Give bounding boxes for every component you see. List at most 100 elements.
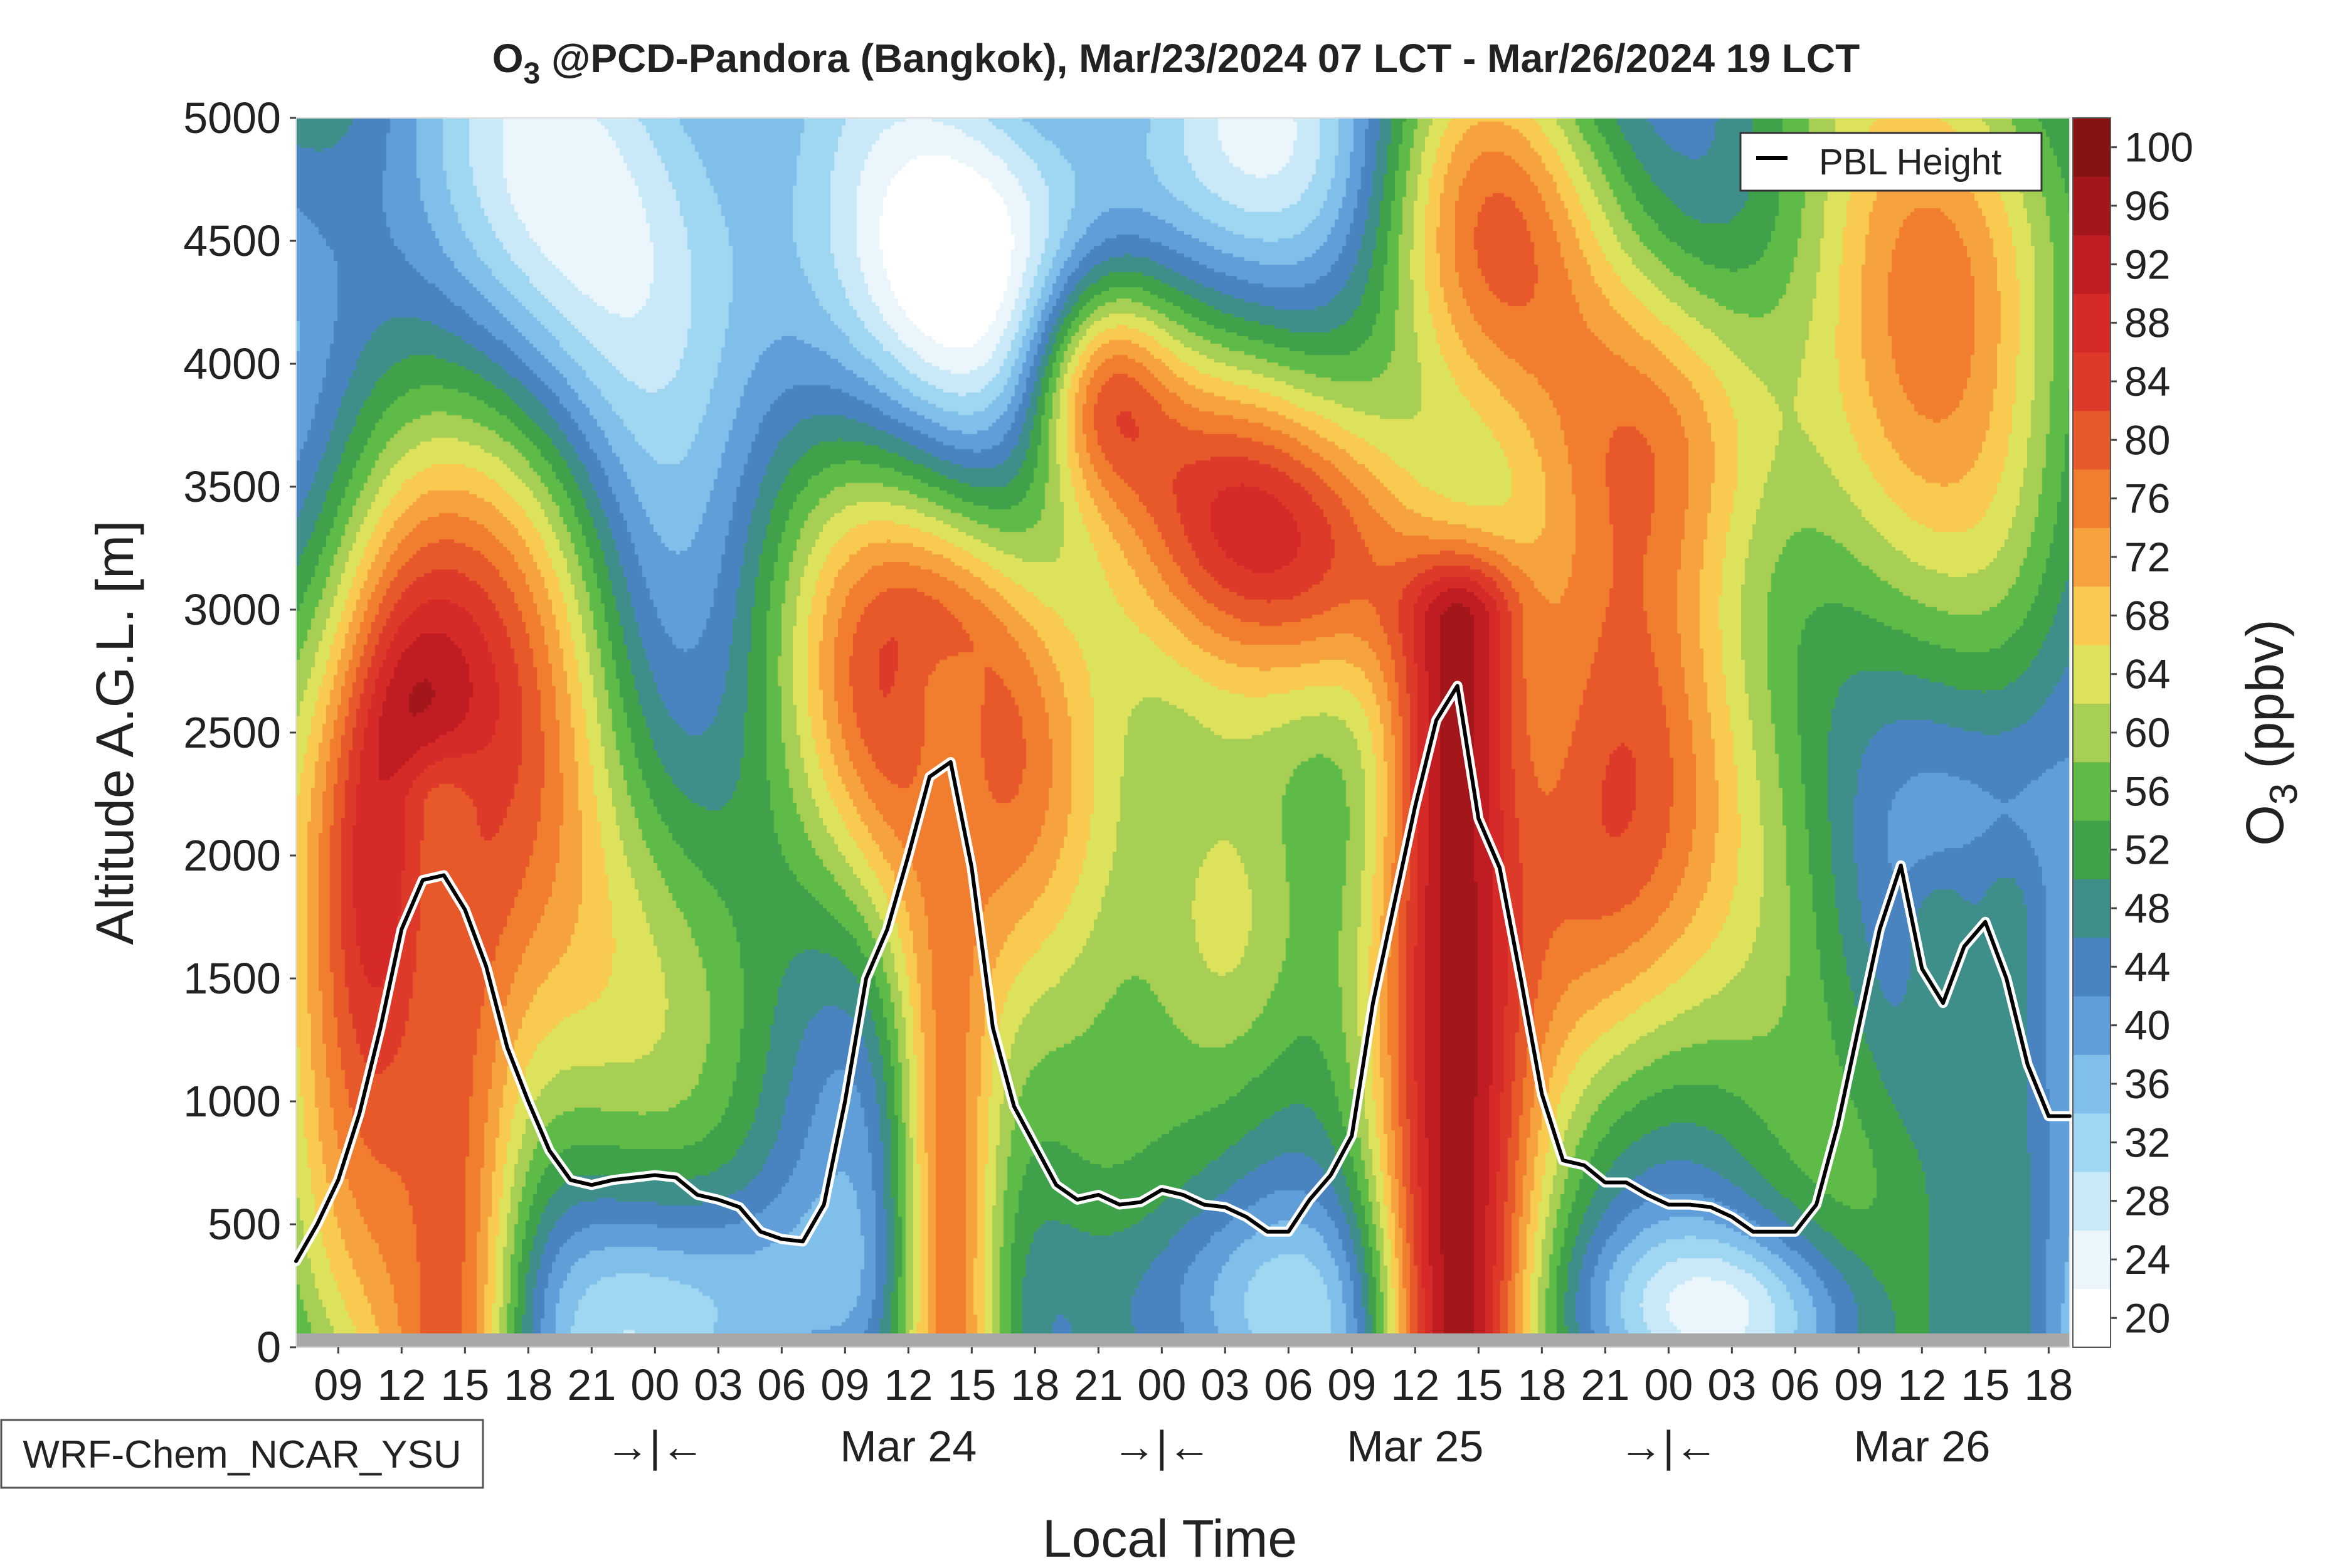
colorbar-segment: [2073, 879, 2111, 938]
legend-label: PBL Height: [1819, 142, 2001, 183]
colorbar-tick-label: 48: [2124, 885, 2170, 931]
x-tick-label: 00: [1644, 1360, 1693, 1409]
model-label-box: WRF-Chem_NCAR_YSU: [0, 1419, 484, 1489]
x-tick-label: 21: [1581, 1360, 1629, 1409]
colorbar-segment: [2073, 645, 2111, 704]
colorbar-segment: [2073, 176, 2111, 236]
x-tick-label: 06: [1771, 1360, 1820, 1409]
x-tick-label: 06: [1264, 1360, 1313, 1409]
colorbar-segment: [2073, 1054, 2111, 1114]
colorbar-tick-label: 96: [2124, 183, 2170, 229]
x-tick-label: 21: [567, 1360, 616, 1409]
colorbar-tick-label: 40: [2124, 1002, 2170, 1049]
x-tick-label: 21: [1074, 1360, 1123, 1409]
day-label: Mar 25: [1347, 1422, 1483, 1471]
pbl-height-series: [294, 684, 2072, 1263]
x-tick-label: 18: [504, 1360, 553, 1409]
x-tick-label: 15: [440, 1360, 489, 1409]
y-tick-label: 2500: [183, 708, 281, 757]
colorbar-segment: [2073, 1113, 2111, 1172]
y-tick-label: 3000: [183, 585, 281, 634]
ground-strip: [296, 1333, 2070, 1347]
midnight-marker: →|←: [1112, 1422, 1211, 1471]
day-label: Mar 24: [840, 1422, 977, 1471]
pbl-height-line: [291, 681, 2075, 1266]
colorbar-tick-label: 20: [2124, 1295, 2170, 1341]
x-tick-label: 12: [884, 1360, 933, 1409]
colorbar-tick-label: 64: [2124, 651, 2170, 697]
y-tick-label: 0: [257, 1323, 281, 1372]
x-tick-label: 15: [947, 1360, 996, 1409]
colorbar-tick-label: 100: [2124, 124, 2193, 171]
colorbar-tick-label: 44: [2124, 943, 2170, 990]
colorbar-tick-label: 80: [2124, 416, 2170, 463]
day-label: Mar 26: [1853, 1422, 1990, 1471]
colorbar-tick-label: 56: [2124, 768, 2170, 814]
colorbar-tick-label: 52: [2124, 827, 2170, 873]
x-tick-label: 00: [1137, 1360, 1186, 1409]
model-label-border: [0, 1419, 484, 1489]
colorbar-tick-label: 84: [2124, 358, 2170, 405]
colorbar-segment: [2073, 937, 2111, 997]
y-tick-label: 4000: [183, 339, 281, 388]
colorbar-tick-label: 28: [2124, 1178, 2170, 1224]
colorbar-segment: [2073, 996, 2111, 1055]
x-tick-label: 06: [757, 1360, 806, 1409]
x-tick-label: 12: [377, 1360, 426, 1409]
y-tick-label: 3500: [183, 462, 281, 511]
y-tick-label: 5000: [183, 93, 281, 142]
x-tick-label: 09: [1327, 1360, 1376, 1409]
colorbar-segment: [2073, 1288, 2111, 1348]
colorbar-segment: [2073, 352, 2111, 411]
colorbar-segment: [2073, 820, 2111, 879]
colorbar-segment: [2073, 294, 2111, 352]
colorbar-segment: [2073, 586, 2111, 645]
colorbar-segment: [2073, 410, 2111, 470]
colorbar-segment: [2073, 527, 2111, 587]
x-tick-label: 03: [1707, 1360, 1756, 1409]
x-tick-label: 12: [1897, 1360, 1946, 1409]
x-tick-label: 12: [1391, 1360, 1439, 1409]
colorbar-segment: [2073, 235, 2111, 294]
x-tick-label: 09: [1834, 1360, 1883, 1409]
x-axis: 09 12 15 18 21 00 03 06 09 12 15 18 21 00 03 06 09 12 15 18…: [314, 1347, 2073, 1471]
y-axis: 0 500 1000 1500 2000 2500 3000 3500 4000 4500 5000: [183, 93, 296, 1372]
y-tick-label: 1500: [183, 954, 281, 1003]
colorbar-segment: [2073, 761, 2111, 821]
colorbar-tick-label: 36: [2124, 1061, 2170, 1107]
colorbar-segment: [2073, 1172, 2111, 1231]
x-tick-label: 09: [820, 1360, 869, 1409]
legend: PBL Height: [1739, 132, 2043, 192]
colorbar-segment: [2073, 703, 2111, 763]
heatmap-area: [296, 118, 2070, 1347]
colorbar: 20 24 28 32 36 40 44 48 52 56 60 64 68 72 76 80 84 88 92 96…: [2072, 117, 2193, 1348]
x-tick-label: 09: [314, 1360, 363, 1409]
colorbar-segment: [2073, 118, 2111, 177]
colorbar-tick-label: 60: [2124, 709, 2170, 756]
y-axis-label: Altitude A.G.L. [m]: [85, 521, 144, 945]
x-tick-label: 03: [694, 1360, 743, 1409]
x-tick-label: 15: [1454, 1360, 1503, 1409]
legend-box: [1739, 132, 2043, 192]
y-tick-label: 500: [208, 1200, 281, 1249]
x-tick-label: 18: [1517, 1360, 1566, 1409]
colorbar-tick-label: 68: [2124, 592, 2170, 638]
x-tick-label: 18: [2024, 1360, 2073, 1409]
midnight-marker: →|←: [1619, 1422, 1718, 1471]
model-label: WRF-Chem_NCAR_YSU: [23, 1433, 461, 1476]
midnight-marker: →|←: [605, 1422, 704, 1471]
colorbar-tick-label: 32: [2124, 1119, 2170, 1165]
y-tick-label: 2000: [183, 831, 281, 880]
colorbar-tick-label: 72: [2124, 534, 2170, 580]
colorbar-label: O3 (ppbv): [2235, 619, 2306, 845]
colorbar-tick-label: 76: [2124, 475, 2170, 522]
y-tick-label: 4500: [183, 216, 281, 265]
x-tick-label: 03: [1200, 1360, 1249, 1409]
colorbar-segment: [2073, 469, 2111, 528]
colorbar-segment: [2073, 1230, 2111, 1290]
x-axis-label: Local Time: [1042, 1509, 1297, 1568]
x-tick-label: 18: [1010, 1360, 1059, 1409]
colorbar-tick-label: 24: [2124, 1236, 2170, 1283]
colorbar-tick-label: 88: [2124, 300, 2170, 346]
